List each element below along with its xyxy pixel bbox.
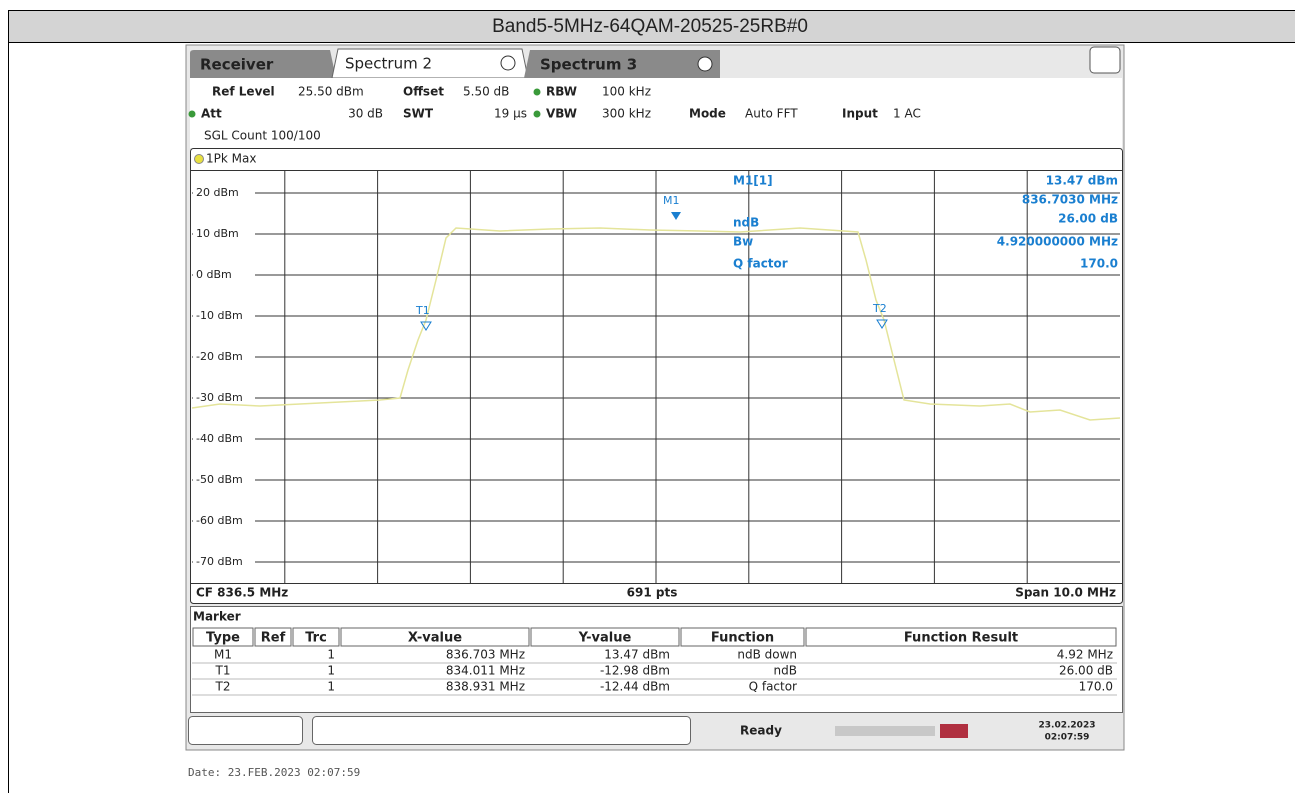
cell: 170.0	[1079, 680, 1113, 694]
y-label: -50 dBm	[196, 473, 243, 486]
value: 100 kHz	[602, 85, 651, 99]
table-title: Marker	[193, 610, 241, 624]
header: Function	[711, 631, 774, 646]
cell: T1	[215, 664, 231, 678]
y-label: 0 dBm	[196, 268, 232, 281]
trace-dot	[195, 155, 204, 164]
y-label: 20 dBm	[196, 186, 239, 199]
cell: 13.47 dBm	[604, 648, 670, 662]
softkey[interactable]	[189, 717, 303, 745]
date-line: Date: 23.FEB.2023 02:07:59	[188, 766, 360, 779]
progress	[835, 726, 935, 736]
cell: 838.931 MHz	[446, 680, 525, 694]
center-frequency: CF 836.5 MHz	[196, 586, 288, 600]
value: Auto FFT	[745, 107, 798, 121]
value: 1 AC	[893, 107, 921, 121]
tab-label[interactable]: Receiver	[200, 56, 274, 74]
cell: 836.703 MHz	[446, 648, 525, 662]
cell: 1	[327, 680, 335, 694]
header: X-value	[408, 631, 462, 646]
label: Input	[842, 107, 878, 121]
label: RBW	[546, 85, 577, 99]
label: SWT	[403, 107, 434, 121]
close-icon[interactable]	[698, 57, 712, 71]
value: SGL Count 100/100	[204, 129, 321, 143]
header: Type	[206, 631, 240, 646]
marker-label: T1	[415, 304, 430, 317]
cell: 834.011 MHz	[446, 664, 525, 678]
span: Span 10.0 MHz	[1015, 586, 1116, 600]
cell: M1	[214, 648, 232, 662]
y-label: -60 dBm	[196, 514, 243, 527]
cell: 1	[327, 664, 335, 678]
value: 300 kHz	[602, 107, 651, 121]
value: 5.50 dB	[463, 85, 509, 99]
value: 836.7030 MHz	[1022, 193, 1118, 207]
y-label: -10 dBm	[196, 309, 243, 322]
label: Q factor	[733, 257, 788, 271]
label: Bw	[733, 235, 753, 249]
label: Mode	[689, 107, 726, 121]
status-date: 23.02.2023	[1039, 721, 1096, 731]
value: 170.0	[1080, 257, 1118, 271]
label: Ref Level	[212, 85, 275, 99]
cell: 4.92 MHz	[1057, 648, 1113, 662]
label: Att	[201, 107, 222, 121]
header: Function Result	[904, 631, 1018, 646]
cell: ndB	[774, 664, 797, 678]
value: 19 µs	[494, 107, 527, 121]
y-label: -30 dBm	[196, 391, 243, 404]
close-icon[interactable]	[501, 56, 515, 70]
value: 25.50 dBm	[298, 85, 364, 99]
value: 30 dB	[348, 107, 383, 121]
y-label: -20 dBm	[196, 350, 243, 363]
indicator	[940, 724, 968, 738]
cell: 1	[327, 648, 335, 662]
header: Ref	[261, 631, 286, 646]
menu-button[interactable]	[1090, 47, 1120, 73]
value: 13.47 dBm	[1046, 174, 1118, 188]
tab-label[interactable]: Spectrum 3	[540, 56, 637, 74]
title: Band5-5MHz-64QAM-20525-25RB#0	[492, 16, 808, 37]
label: M1[1]	[733, 174, 773, 188]
cell: ndB down	[737, 648, 797, 662]
cell: T2	[215, 680, 231, 694]
trace-label: 1Pk Max	[206, 152, 256, 166]
value: 26.00 dB	[1058, 212, 1118, 226]
label: ndB	[733, 216, 759, 230]
cell: Q factor	[749, 680, 797, 694]
y-label: -70 dBm	[196, 555, 243, 568]
marker-label: M1	[663, 194, 680, 207]
status-time: 02:07:59	[1045, 733, 1090, 743]
y-label: -40 dBm	[196, 432, 243, 445]
label: VBW	[546, 107, 577, 121]
cell: -12.98 dBm	[600, 664, 670, 678]
header: Trc	[305, 631, 327, 646]
header: Y-value	[578, 631, 632, 646]
label: Offset	[403, 85, 444, 99]
status: Ready	[740, 724, 782, 738]
y-label: 10 dBm	[196, 227, 239, 240]
tab-label[interactable]: Spectrum 2	[345, 55, 432, 73]
cell: 26.00 dB	[1059, 664, 1113, 678]
cell: -12.44 dBm	[600, 680, 670, 694]
marker-label: T2	[872, 302, 887, 315]
value: 4.920000000 MHz	[997, 235, 1118, 249]
message-field	[313, 717, 691, 745]
points: 691 pts	[627, 586, 678, 600]
